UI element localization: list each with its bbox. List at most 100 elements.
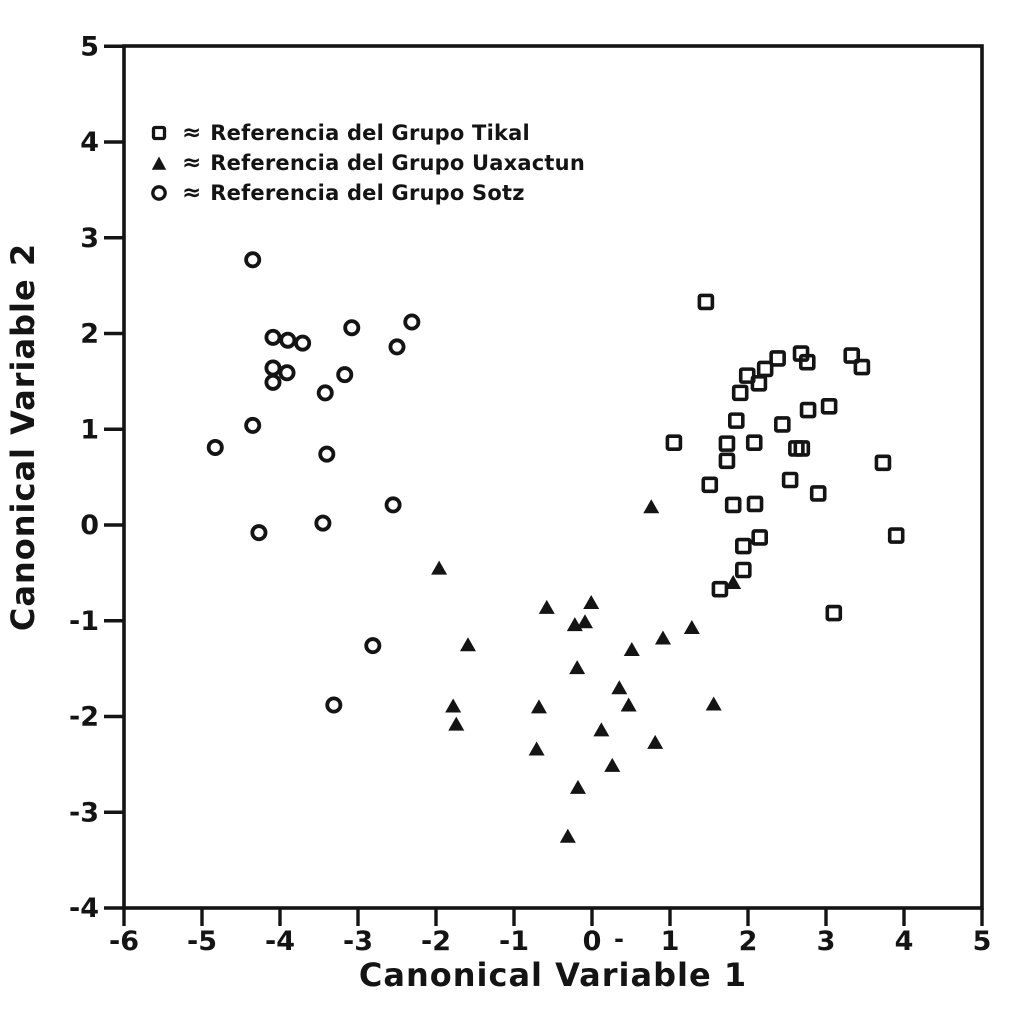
data-point-square — [711, 580, 729, 598]
y-tick-label: -1 — [69, 606, 99, 637]
square-outline-icon — [151, 125, 167, 141]
y-tick-label: -3 — [69, 797, 99, 828]
data-point-circle — [264, 359, 282, 377]
data-point-triangle — [448, 716, 465, 731]
x-tick-label: -6 — [109, 926, 139, 957]
data-point-triangle — [559, 828, 576, 843]
data-point-circle — [364, 637, 382, 655]
y-tick-label: 5 — [80, 31, 99, 62]
y-tick-label: 3 — [80, 223, 99, 254]
data-point-circle — [336, 366, 354, 384]
data-point-triangle — [576, 614, 593, 629]
data-point-square — [793, 440, 811, 457]
x-tick-label: 4 — [895, 926, 914, 957]
data-point-circle — [264, 373, 282, 391]
plot-frame — [122, 44, 984, 910]
approx-symbol: ≈ — [182, 149, 202, 176]
data-point-triangle — [683, 619, 700, 634]
x-tick-label: -4 — [265, 926, 295, 957]
data-point-triangle — [604, 757, 621, 772]
data-point-square — [731, 384, 749, 402]
legend-item-tikal: ≈ Referencia del Grupo Tikal — [150, 118, 585, 148]
data-point-triangle — [620, 697, 637, 712]
legend: ≈ Referencia del Grupo Tikal ≈ Referenci… — [150, 118, 585, 208]
x-tick-label: -1 — [499, 926, 529, 957]
data-point-square — [798, 353, 816, 371]
data-point-circle — [384, 496, 402, 514]
data-point-circle — [314, 514, 332, 532]
circle-outline-icon — [151, 185, 167, 201]
data-point-square — [774, 416, 791, 433]
data-point-triangle — [593, 722, 610, 737]
data-point-triangle — [459, 637, 476, 652]
data-point-square — [825, 604, 843, 622]
data-point-circle — [388, 338, 406, 356]
data-point-circle — [403, 313, 421, 331]
y-tick-label: -2 — [69, 702, 99, 733]
data-point-triangle — [611, 680, 628, 695]
data-point-square — [843, 347, 861, 364]
x-tick-label: 3 — [817, 926, 836, 957]
x-axis-ticks: -6 -5 -4 -3 -2 -1 0 1 2 3 4 5 — [109, 908, 991, 957]
x-axis-title: Canonical Variable 1 — [359, 956, 747, 994]
data-point-square — [799, 401, 817, 419]
data-point-triangle — [647, 734, 664, 749]
y-axis-ticks: 5 4 3 2 1 0 -1 -2 -3 -4 — [69, 31, 124, 924]
data-point-square — [724, 496, 742, 514]
legend-label-tikal: Referencia del Grupo Tikal — [210, 121, 530, 145]
data-point-triangle — [530, 699, 547, 714]
data-point-square — [781, 471, 799, 489]
y-tick-label: -4 — [69, 893, 99, 924]
data-point-circle — [250, 524, 268, 542]
x-tick-label: -2 — [421, 926, 451, 957]
legend-item-sotz: ≈ Referencia del Grupo Sotz — [150, 178, 585, 208]
data-point-triangle — [528, 741, 545, 756]
data-point-triangle — [643, 499, 660, 514]
data-point-square — [820, 397, 838, 415]
data-point-circle — [206, 438, 224, 456]
legend-label-uaxactun: Referencia del Grupo Uaxactun — [210, 151, 585, 175]
data-point-square — [727, 412, 745, 429]
x-tick-label: 5 — [973, 926, 992, 957]
data-point-square — [718, 435, 736, 452]
data-point-triangle — [538, 599, 555, 614]
x-tick-label: 0 — [583, 926, 602, 957]
data-point-triangle — [725, 574, 742, 589]
data-points — [206, 251, 905, 843]
y-tick-label: 4 — [80, 127, 99, 158]
data-point-circle — [279, 331, 297, 349]
triangle-filled-icon — [151, 156, 167, 170]
data-point-circle — [264, 328, 282, 346]
data-point-triangle — [569, 660, 586, 675]
data-point-square — [735, 537, 752, 555]
data-point-circle — [325, 696, 343, 714]
data-point-square — [853, 358, 871, 376]
x-tick-label: -3 — [343, 926, 373, 957]
data-point-square — [735, 561, 752, 579]
data-point-triangle — [445, 698, 462, 713]
y-axis-title: Canonical Variable 2 — [4, 243, 42, 631]
data-point-circle — [244, 251, 262, 269]
data-point-triangle — [623, 641, 640, 656]
x-tick-label: 1 — [661, 926, 680, 957]
data-point-square — [745, 434, 763, 451]
data-point-circle — [244, 416, 262, 434]
data-point-triangle — [583, 595, 600, 610]
approx-symbol: ≈ — [182, 179, 202, 206]
data-point-square — [665, 434, 683, 451]
data-point-square — [750, 374, 768, 392]
data-point-square — [701, 476, 719, 494]
data-point-circle — [278, 364, 296, 382]
data-point-triangle — [569, 779, 586, 794]
data-point-circle — [343, 319, 361, 337]
data-point-triangle — [705, 696, 722, 711]
y-tick-label: 2 — [80, 319, 99, 350]
x-tick-label: -5 — [187, 926, 217, 957]
data-point-square — [718, 452, 736, 470]
y-tick-label: 0 — [80, 510, 99, 541]
scan-artifact-dash: - — [614, 925, 624, 953]
data-point-triangle — [654, 630, 671, 645]
data-point-square — [874, 454, 892, 472]
